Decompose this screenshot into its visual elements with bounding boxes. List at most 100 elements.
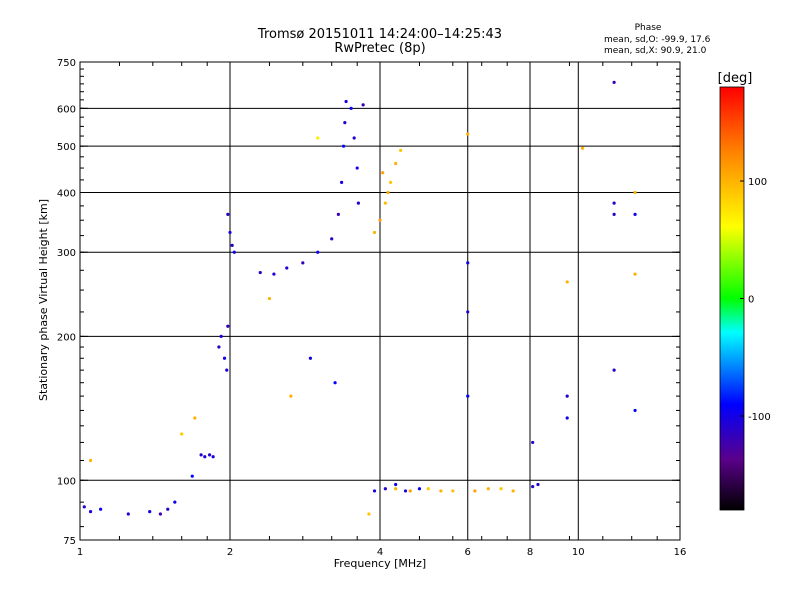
data-point-o bbox=[340, 180, 344, 184]
y-tick-label: 200 bbox=[57, 332, 76, 343]
axis-ticks: 1 2 4 8 16 6 10 75 100 200 300 400 500 600 750 bbox=[57, 58, 686, 558]
data-point-o bbox=[222, 356, 227, 360]
data-point-o bbox=[232, 250, 236, 254]
data-point-x bbox=[388, 180, 393, 184]
data-point-o bbox=[344, 99, 348, 104]
data-point-o bbox=[466, 394, 470, 398]
grid-lines bbox=[80, 62, 680, 540]
x-axis-label: Frequency [MHz] bbox=[334, 557, 426, 570]
data-point-o bbox=[394, 482, 398, 487]
data-point-x bbox=[408, 489, 412, 493]
data-point-o bbox=[403, 489, 408, 493]
data-point-x bbox=[381, 171, 385, 175]
data-point-o bbox=[341, 144, 346, 148]
stats-line-x: mean, sd,X: 90.9, 21.0 bbox=[604, 46, 707, 56]
data-point-o bbox=[330, 237, 334, 241]
data-point-x bbox=[580, 146, 585, 150]
data-point-o bbox=[225, 368, 229, 372]
data-point-o bbox=[99, 507, 103, 511]
data-point-x bbox=[372, 230, 377, 235]
y-tick-label: 500 bbox=[57, 142, 76, 153]
data-point-o bbox=[352, 136, 356, 140]
x-tick-label: 1 bbox=[77, 547, 83, 558]
data-point-o bbox=[633, 408, 637, 413]
y-tick-label: 300 bbox=[57, 248, 76, 259]
data-point-o bbox=[272, 272, 276, 276]
data-point-o bbox=[173, 500, 177, 504]
data-point-x bbox=[180, 432, 184, 436]
data-point-x bbox=[367, 512, 371, 516]
colorbar-tick-label: 0 bbox=[748, 295, 754, 306]
data-point-x bbox=[473, 489, 477, 493]
data-point-o bbox=[565, 416, 569, 420]
x-tick-label: 6 bbox=[465, 547, 471, 558]
data-point-o bbox=[633, 212, 637, 216]
data-point-o bbox=[190, 474, 194, 478]
data-point-o bbox=[82, 505, 86, 509]
data-point-o bbox=[258, 270, 262, 275]
data-point-o bbox=[219, 334, 223, 338]
data-point-o bbox=[148, 509, 152, 514]
data-point-o bbox=[126, 512, 130, 516]
colorbar-tick-label: 100 bbox=[748, 177, 767, 188]
data-point-o bbox=[333, 381, 337, 385]
data-point-x bbox=[267, 296, 272, 301]
x-tick-label: 16 bbox=[674, 547, 687, 558]
stats-line-o: mean, sd,O: -99.9, 17.6 bbox=[604, 35, 711, 45]
data-point-o bbox=[217, 345, 221, 349]
colorbar-tick-label: -100 bbox=[748, 412, 771, 423]
data-point-x bbox=[394, 487, 398, 491]
data-point-o bbox=[226, 324, 230, 328]
y-tick-label: 75 bbox=[63, 536, 76, 547]
data-point-o bbox=[355, 166, 359, 170]
data-point-o bbox=[199, 453, 203, 457]
data-point-x bbox=[193, 416, 197, 420]
data-point-o bbox=[336, 212, 340, 216]
data-point-o bbox=[417, 487, 422, 491]
data-point-o bbox=[207, 453, 212, 457]
colorbar-ticks: -100 0 100 bbox=[740, 177, 771, 423]
data-point-o bbox=[166, 507, 170, 511]
data-point-o bbox=[536, 482, 540, 487]
y-tick-label: 100 bbox=[57, 476, 76, 487]
data-point-x bbox=[466, 132, 470, 136]
data-point-x bbox=[633, 190, 637, 195]
data-point-o bbox=[316, 250, 320, 254]
data-point-o bbox=[372, 489, 377, 493]
data-point-o bbox=[228, 230, 232, 235]
x-tick-label: 8 bbox=[527, 547, 533, 558]
data-point-x bbox=[316, 136, 320, 140]
data-point-o bbox=[612, 368, 616, 372]
data-point-o bbox=[211, 455, 215, 459]
colorbar-label: [deg] bbox=[718, 71, 753, 86]
y-tick-label: 400 bbox=[57, 188, 76, 199]
data-point-o bbox=[565, 394, 569, 398]
chart-title: Tromsø 20151011 14:24:00–14:25:43 bbox=[257, 27, 502, 42]
y-axis-label: Stationary phase Virtual Height [km] bbox=[37, 199, 50, 401]
data-point-o bbox=[230, 243, 234, 248]
data-point-o bbox=[285, 266, 289, 270]
data-point-o bbox=[531, 485, 535, 489]
data-point-x bbox=[565, 280, 569, 284]
data-point-o bbox=[356, 201, 360, 205]
data-point-x bbox=[378, 218, 382, 222]
data-point-x bbox=[386, 190, 390, 195]
data-point-o bbox=[308, 356, 313, 360]
data-point-o bbox=[612, 201, 616, 205]
data-point-x bbox=[289, 394, 293, 398]
data-point-o bbox=[349, 106, 353, 110]
data-point-x bbox=[486, 487, 490, 491]
data-point-o bbox=[612, 212, 616, 216]
data-point-x bbox=[394, 161, 398, 166]
data-point-o bbox=[361, 103, 365, 107]
data-point-o bbox=[466, 310, 470, 314]
data-point-o bbox=[466, 261, 470, 265]
data-point-x bbox=[399, 148, 403, 152]
data-point-x bbox=[439, 489, 443, 493]
data-point-o bbox=[301, 261, 305, 265]
x-tick-label: 4 bbox=[377, 547, 383, 558]
y-tick-label: 600 bbox=[57, 104, 76, 115]
data-point-x bbox=[633, 272, 637, 276]
data-point-x bbox=[426, 487, 430, 491]
